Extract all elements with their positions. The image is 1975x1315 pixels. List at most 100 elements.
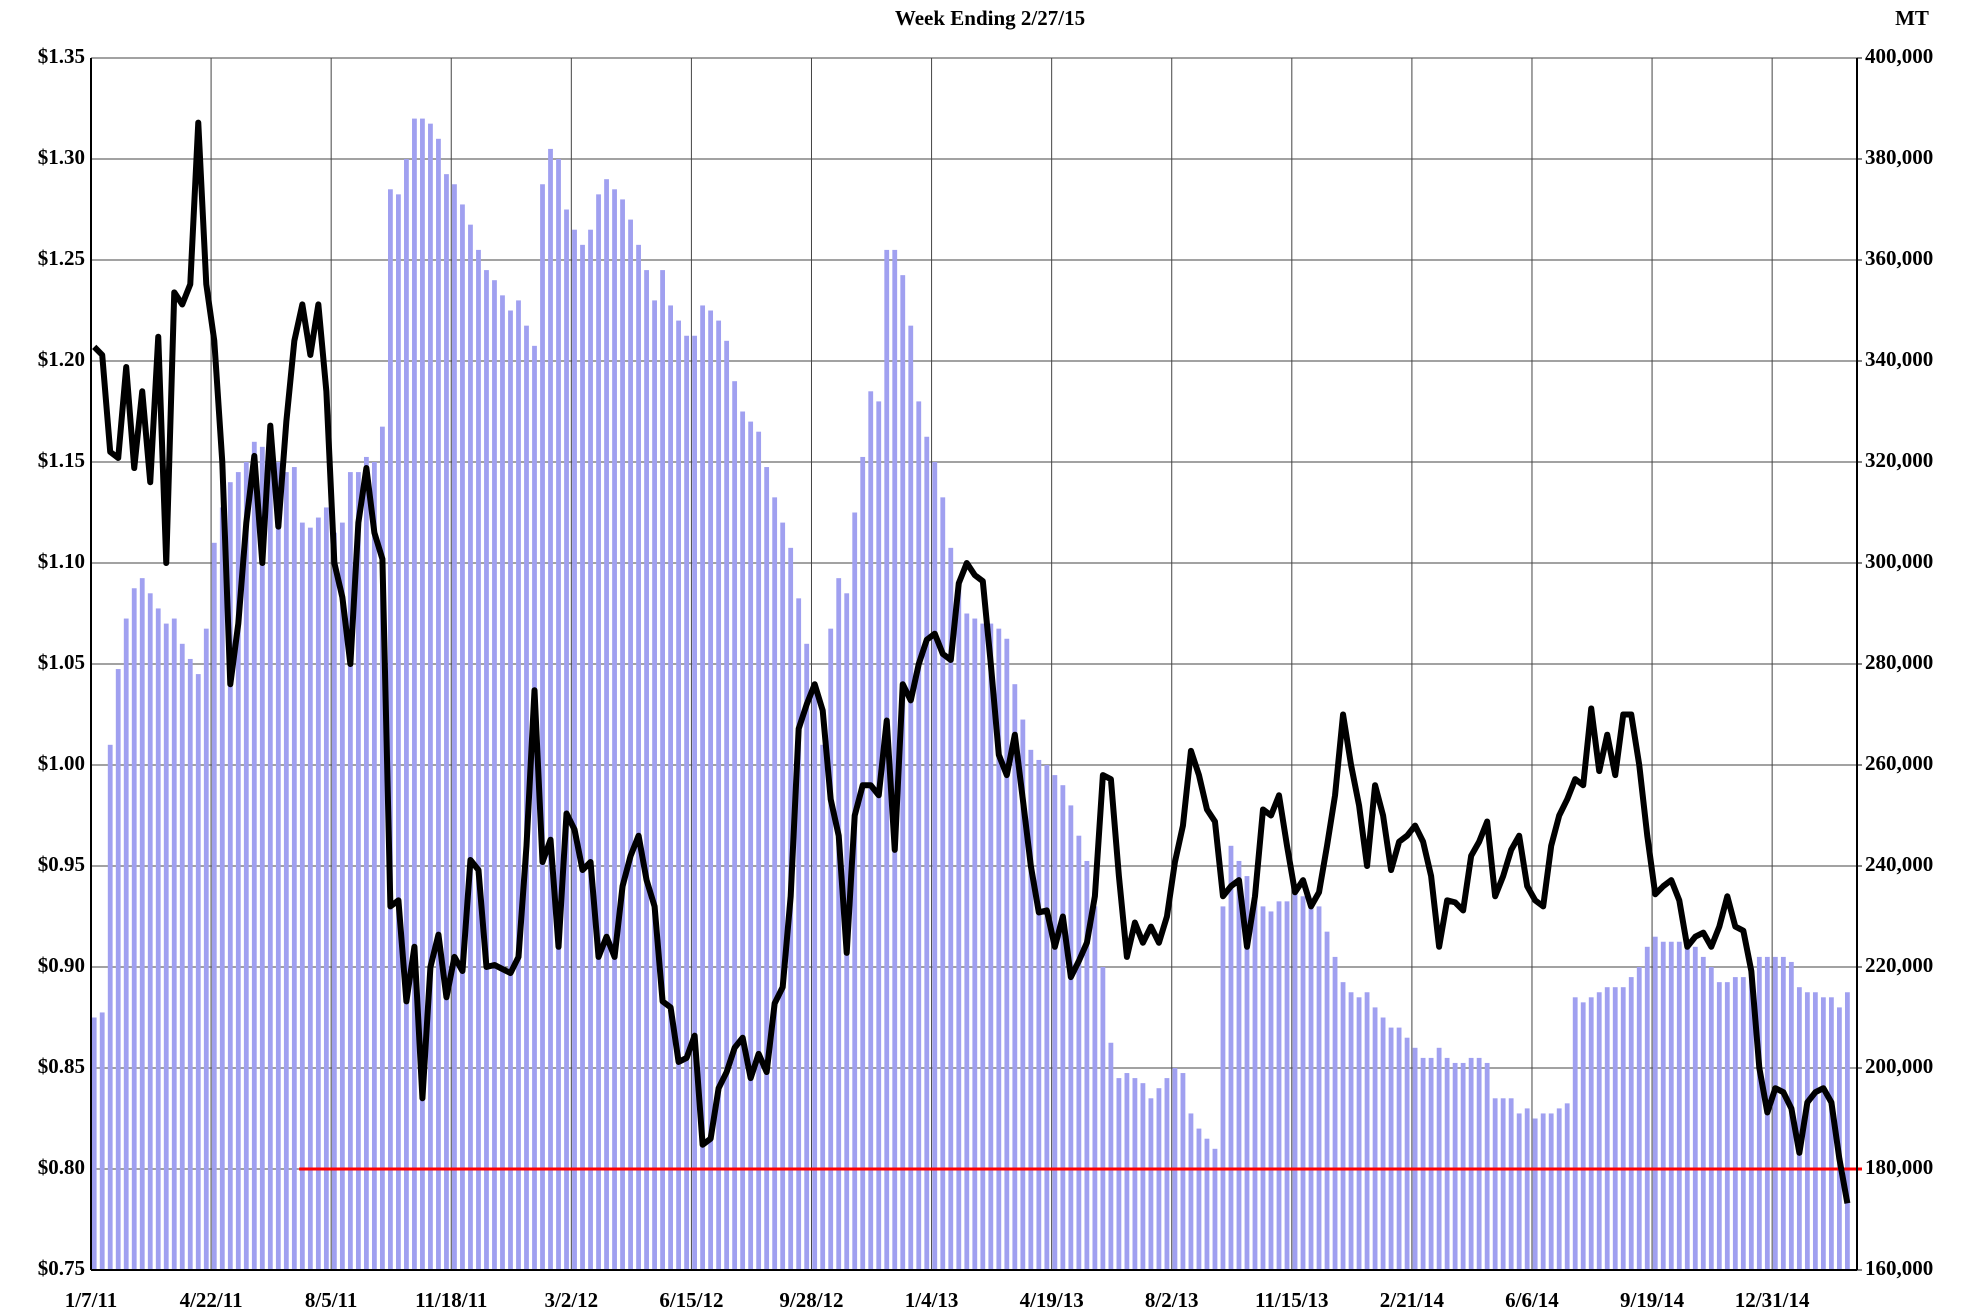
bar (1524, 1108, 1530, 1270)
bar (716, 320, 722, 1271)
bar (1532, 1118, 1538, 1270)
bar (812, 684, 818, 1270)
bar (187, 658, 193, 1270)
bar (1540, 1113, 1546, 1270)
bar (107, 744, 113, 1270)
x-tick-label: 11/18/11 (415, 1288, 487, 1312)
bar (1348, 992, 1354, 1270)
x-tick-label: 4/22/11 (180, 1288, 243, 1312)
bar (828, 628, 834, 1270)
bar (1332, 956, 1338, 1270)
bar (1740, 977, 1746, 1270)
y2-tick-label: 240,000 (1865, 852, 1933, 876)
bar (331, 532, 337, 1270)
bar (556, 159, 561, 1270)
bar (1796, 987, 1802, 1270)
bar (804, 643, 810, 1270)
bar (1396, 1027, 1402, 1270)
bar (1812, 992, 1818, 1270)
bar (1780, 956, 1786, 1270)
bar (492, 280, 497, 1270)
bar (660, 270, 665, 1271)
bar (235, 472, 241, 1271)
bar (363, 456, 369, 1270)
y-tick-label: $0.80 (38, 1155, 85, 1179)
y2-tick-label: 360,000 (1865, 246, 1933, 270)
y2-tick-label: 180,000 (1865, 1155, 1933, 1179)
bar (756, 431, 762, 1270)
bar (1380, 1017, 1386, 1270)
bar (1364, 992, 1370, 1270)
bar (1580, 1002, 1586, 1270)
bar (1012, 684, 1018, 1270)
bar (379, 426, 385, 1270)
bar (1020, 719, 1026, 1270)
x-tick-label: 6/15/12 (659, 1288, 723, 1312)
x-tick-label: 8/2/13 (1145, 1288, 1199, 1312)
bar (371, 462, 377, 1270)
bar (580, 244, 585, 1271)
bar (980, 623, 986, 1270)
bar (1220, 906, 1226, 1270)
bar (275, 462, 281, 1270)
bar (1148, 1098, 1154, 1270)
bar (1668, 941, 1674, 1270)
bar (772, 497, 778, 1271)
bar (612, 189, 617, 1270)
bar (1556, 1108, 1562, 1270)
bar (1324, 931, 1330, 1270)
bar (444, 174, 449, 1270)
price-line (92, 119, 1851, 1204)
bar (644, 270, 649, 1271)
bar (1628, 977, 1634, 1270)
bar (460, 204, 465, 1271)
bar (1276, 901, 1282, 1270)
bar (1340, 982, 1346, 1270)
bar (892, 249, 898, 1270)
bar (588, 229, 593, 1271)
bar (1356, 997, 1362, 1270)
bar (484, 270, 489, 1271)
bar (1452, 1062, 1458, 1270)
bar (748, 421, 754, 1271)
y2-axis-label: MT (1895, 6, 1929, 30)
bar (1492, 1098, 1498, 1270)
bar (1636, 967, 1642, 1270)
bar (508, 310, 513, 1270)
bar (1084, 860, 1090, 1270)
bar (291, 467, 297, 1270)
bar (1132, 1078, 1138, 1270)
bar (1460, 1062, 1466, 1270)
bar (1828, 997, 1834, 1270)
bar (243, 462, 249, 1270)
bar (1412, 1047, 1418, 1270)
bar (1548, 1113, 1554, 1270)
bar (1404, 1037, 1410, 1270)
bar (1052, 775, 1058, 1270)
bar (1244, 876, 1250, 1270)
bar (1468, 1057, 1474, 1270)
bar (636, 244, 641, 1271)
bar (700, 305, 706, 1270)
bar (956, 588, 962, 1270)
bar (972, 618, 978, 1270)
bar (572, 229, 577, 1271)
bar (219, 507, 225, 1270)
bar (668, 305, 673, 1270)
bar (1572, 997, 1578, 1270)
bar (1236, 860, 1242, 1270)
bar (1300, 896, 1306, 1270)
bar (307, 527, 313, 1270)
bar (299, 522, 305, 1270)
bar (1260, 906, 1266, 1270)
bar (115, 669, 121, 1270)
x-tick-label: 12/31/14 (1735, 1288, 1810, 1312)
bar (1676, 941, 1682, 1270)
x-tick-label: 9/19/14 (1620, 1288, 1685, 1312)
y-tick-label: $0.75 (38, 1256, 85, 1280)
bar (1476, 1057, 1482, 1270)
bar (99, 1012, 105, 1270)
bar (1700, 956, 1706, 1270)
y2-tick-label: 300,000 (1865, 549, 1933, 573)
bar (532, 345, 537, 1271)
